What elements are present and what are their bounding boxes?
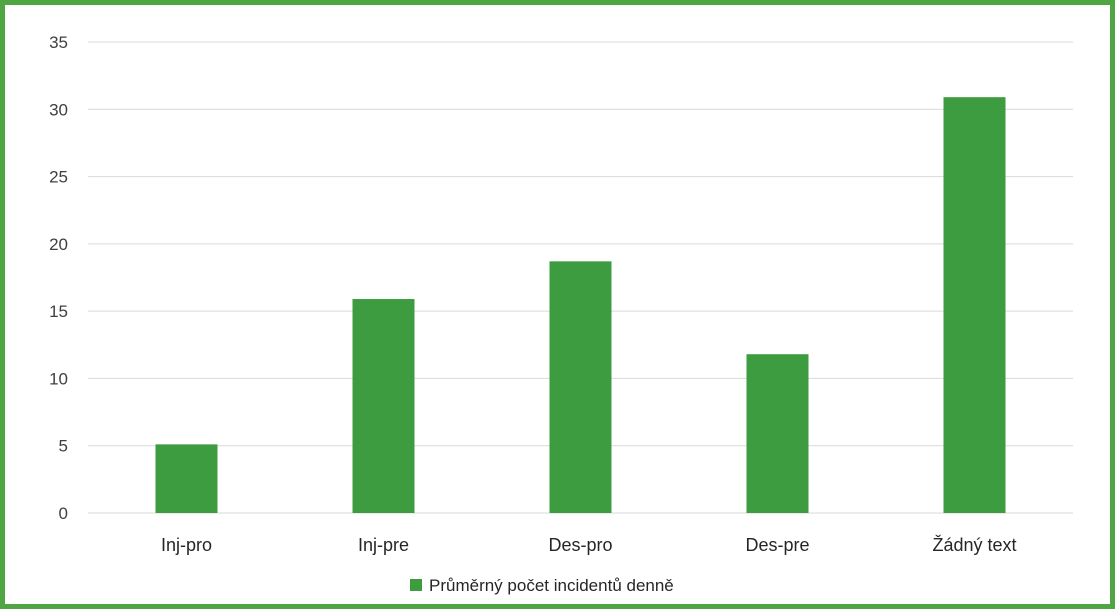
y-tick-label: 0 [59, 504, 68, 523]
x-tick-label: Des-pre [745, 535, 809, 555]
x-tick-label: Des-pro [548, 535, 612, 555]
legend-swatch [410, 579, 422, 591]
y-tick-label: 30 [49, 100, 68, 119]
y-tick-label: 25 [49, 168, 68, 187]
x-tick-label: Žádný text [932, 535, 1016, 555]
y-tick-label: 20 [49, 235, 68, 254]
y-tick-label: 10 [49, 369, 68, 388]
bar [943, 97, 1006, 513]
bar [549, 261, 612, 513]
y-tick-label: 5 [59, 437, 68, 456]
bar [155, 444, 218, 513]
bar [746, 354, 809, 513]
x-tick-label: Inj-pro [161, 535, 212, 555]
x-tick-label: Inj-pre [358, 535, 409, 555]
bar [352, 299, 415, 513]
legend-label: Průměrný počet incidentů denně [429, 576, 674, 595]
y-tick-label: 15 [49, 302, 68, 321]
y-tick-label: 35 [49, 33, 68, 52]
